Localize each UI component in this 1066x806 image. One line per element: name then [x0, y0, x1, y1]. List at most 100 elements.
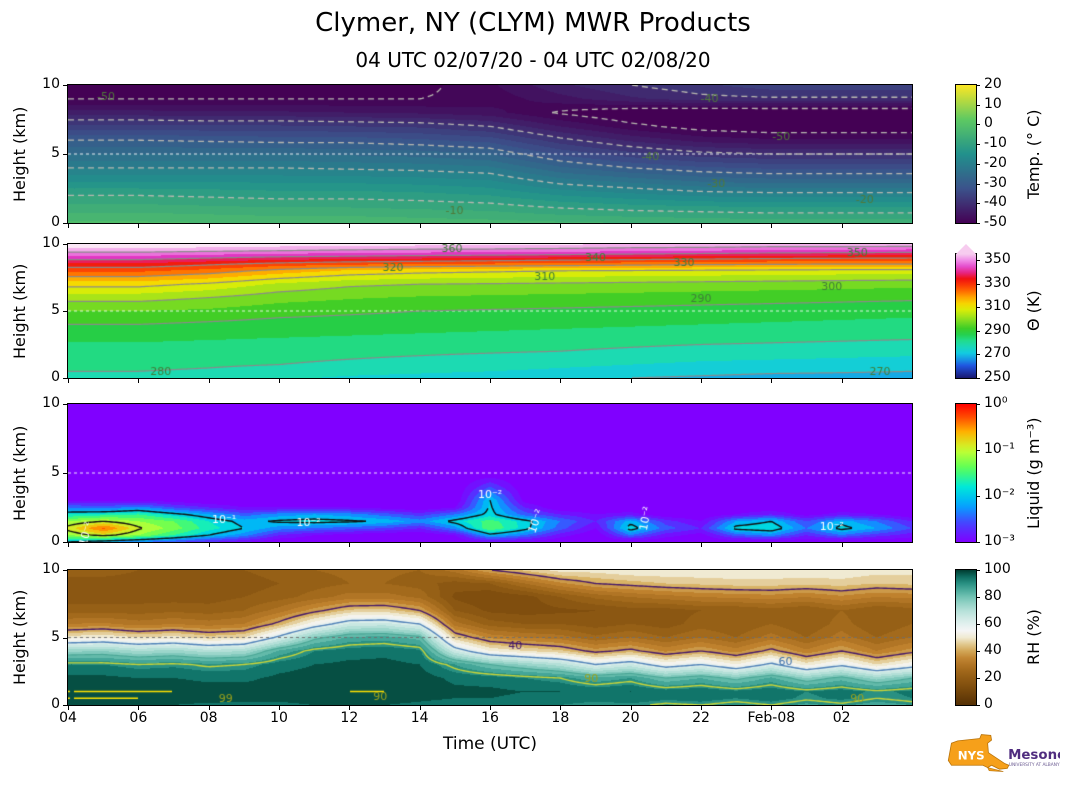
- y-tick-mark: [63, 705, 67, 706]
- colorbar-tick-mark: [976, 307, 980, 309]
- colorbar-tick-mark: [976, 450, 980, 451]
- x-tick-label: 16: [481, 710, 499, 726]
- colorbar-tick-label: 60: [984, 615, 1002, 631]
- x-tick-mark: [490, 706, 491, 710]
- liquid-colorbar-label: Liquid (g m⁻³): [1024, 417, 1043, 529]
- y-tick-label: 10: [42, 76, 60, 92]
- rh-heatmap: [68, 570, 912, 705]
- x-tick-mark: [841, 379, 843, 383]
- y-tick-mark: [63, 404, 67, 405]
- x-tick-mark: [841, 543, 843, 547]
- colorbar-tick-label: 310: [984, 298, 1011, 315]
- x-tick-mark: [701, 706, 702, 710]
- colorbar-tick-label: -10: [984, 135, 1007, 152]
- x-tick-mark: [279, 379, 280, 383]
- x-tick-mark: [490, 543, 491, 547]
- temperature-heatmap: [68, 85, 912, 223]
- colorbar-tick-label: 270: [984, 345, 1011, 362]
- colorbar-tick-label: 20: [984, 669, 1002, 685]
- x-tick-mark: [419, 224, 421, 228]
- y-tick-mark: [63, 542, 67, 543]
- x-tick-mark: [560, 224, 562, 228]
- y-axis-label: Height (km): [10, 106, 29, 202]
- temperature-colorbar: [955, 84, 977, 224]
- colorbar-tick-mark: [976, 259, 980, 261]
- x-tick-label: 18: [551, 710, 570, 726]
- colorbar-tick-label: 80: [984, 588, 1002, 604]
- colorbar-tick-mark: [976, 542, 980, 543]
- x-axis-label: Time (UTC): [443, 734, 537, 754]
- colorbar-tick-mark: [976, 496, 980, 497]
- rh-colorbar: [955, 569, 977, 706]
- x-tick-label: 14: [410, 710, 429, 726]
- colorbar-extend-triangle: [956, 244, 976, 254]
- x-tick-label: 20: [621, 710, 640, 726]
- temperature-panel: [67, 84, 913, 224]
- colorbar-tick-mark: [976, 624, 980, 625]
- colorbar-tick-label: 10: [984, 95, 1002, 112]
- colorbar-tick-mark: [976, 203, 980, 205]
- colorbar-tick-label: 290: [984, 321, 1011, 338]
- x-tick-label: 04: [59, 710, 77, 726]
- y-tick-label: 10: [42, 235, 60, 251]
- x-tick-mark: [349, 379, 351, 383]
- x-tick-label: 08: [199, 710, 218, 726]
- x-tick-mark: [419, 379, 421, 383]
- y-tick-mark: [63, 244, 67, 245]
- x-tick-mark: [630, 224, 632, 228]
- page-title: Clymer, NY (CLYM) MWR Products: [315, 8, 751, 38]
- y-tick-mark: [63, 311, 67, 312]
- colorbar-tick-mark: [976, 705, 980, 706]
- colorbar-tick-label: 10⁰: [984, 395, 1008, 411]
- colorbar-tick-label: 350: [984, 250, 1011, 267]
- liquid-panel: [67, 403, 913, 543]
- x-tick-mark: [701, 379, 702, 383]
- x-tick-mark: [349, 224, 351, 228]
- x-tick-mark: [560, 706, 562, 710]
- x-tick-mark: [841, 224, 843, 228]
- x-tick-mark: [771, 224, 773, 228]
- x-tick-mark: [349, 543, 351, 547]
- temperature-colorbar-label: Temp. (° C): [1024, 109, 1043, 199]
- x-tick-label: 12: [340, 710, 359, 726]
- x-tick-label: 02: [832, 710, 851, 726]
- colorbar-tick-mark: [976, 183, 980, 185]
- y-tick-label: 0: [51, 214, 60, 230]
- ny-state-shape: [947, 734, 1010, 770]
- colorbar-tick-label: -50: [984, 214, 1007, 230]
- x-tick-mark: [68, 543, 69, 547]
- x-tick-mark: [279, 706, 280, 710]
- colorbar-tick-mark: [976, 597, 980, 598]
- colorbar-tick-mark: [976, 85, 980, 86]
- colorbar-tick-mark: [976, 283, 980, 285]
- x-tick-mark: [68, 224, 69, 228]
- y-tick-label: 5: [51, 145, 60, 161]
- colorbar-tick-label: 100: [984, 561, 1011, 577]
- x-tick-mark: [771, 706, 773, 710]
- colorbar-tick-label: 0: [984, 115, 993, 132]
- x-tick-mark: [68, 706, 69, 710]
- long-island-shape: [987, 767, 1004, 772]
- x-tick-mark: [490, 379, 491, 383]
- colorbar-tick-label: -30: [984, 174, 1007, 191]
- y-tick-mark: [63, 473, 67, 474]
- rh-panel: [67, 569, 913, 706]
- x-tick-label: 06: [129, 710, 148, 726]
- nys-mesonet-logo: NYS Mesonet UNIVERSITY AT ALBANY: [947, 734, 1060, 772]
- x-tick-mark: [419, 543, 421, 547]
- x-tick-mark: [138, 706, 140, 710]
- y-tick-mark: [63, 223, 67, 224]
- x-tick-mark: [279, 543, 280, 547]
- y-tick-label: 0: [51, 696, 60, 712]
- colorbar-tick-mark: [976, 104, 980, 106]
- y-tick-mark: [63, 154, 67, 155]
- x-tick-label: Feb-08: [747, 710, 796, 726]
- theta-colorbar-label: Θ (K): [1024, 290, 1043, 332]
- page-subtitle: 04 UTC 02/07/20 - 04 UTC 02/08/20: [355, 48, 711, 72]
- y-tick-label: 10: [42, 561, 60, 577]
- x-tick-mark: [630, 379, 632, 383]
- x-tick-label: 10: [270, 710, 288, 726]
- y-tick-mark: [63, 570, 67, 571]
- y-tick-label: 5: [51, 302, 60, 318]
